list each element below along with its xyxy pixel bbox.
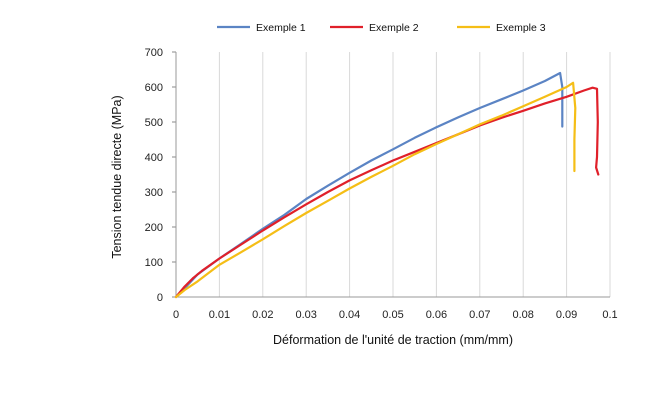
x-tick-label: 0.04 (339, 309, 360, 321)
series-line-3 (174, 81, 577, 299)
y-tick-label: 100 (145, 257, 163, 269)
series-lines (174, 71, 600, 299)
y-tick-label: 400 (145, 152, 163, 164)
y-axis-title: Tension tendue directe (MPa) (110, 95, 124, 258)
legend-label-3: Exemple 3 (496, 22, 546, 34)
legend-label-1: Exemple 1 (256, 22, 306, 34)
x-tick-label: 0.01 (209, 309, 230, 321)
x-tick-label: 0 (173, 309, 179, 321)
legend: Exemple 1 Exemple 2 Exemple 3 (217, 22, 546, 34)
y-tick-label: 500 (145, 117, 163, 129)
y-tick-label: 0 (157, 292, 163, 304)
legend-label-2: Exemple 2 (369, 22, 419, 34)
x-axis-title: Déformation de l'unité de traction (mm/m… (273, 333, 513, 347)
x-tick-label: 0.06 (426, 309, 447, 321)
grid (218, 52, 611, 297)
y-tick-label: 300 (145, 187, 163, 199)
y-tick-label: 200 (145, 222, 163, 234)
x-tick-label: 0.09 (556, 309, 577, 321)
x-tick-label: 0.03 (295, 309, 316, 321)
series-line-1 (174, 71, 564, 299)
x-tick-label: 0.08 (512, 309, 533, 321)
tick-labels: 0 0.01 0.02 0.03 0.04 0.05 0.06 0.07 0.08 0.09 0.1… (145, 47, 618, 321)
x-tick-label: 0.05 (382, 309, 403, 321)
y-tick-label: 600 (145, 82, 163, 94)
x-tick-label: 0.02 (252, 309, 273, 321)
series-line-2 (174, 86, 600, 299)
x-tick-label: 0.07 (469, 309, 490, 321)
x-tick-label: 0.1 (602, 309, 617, 321)
y-tick-label: 700 (145, 47, 163, 59)
axes (172, 51, 610, 298)
